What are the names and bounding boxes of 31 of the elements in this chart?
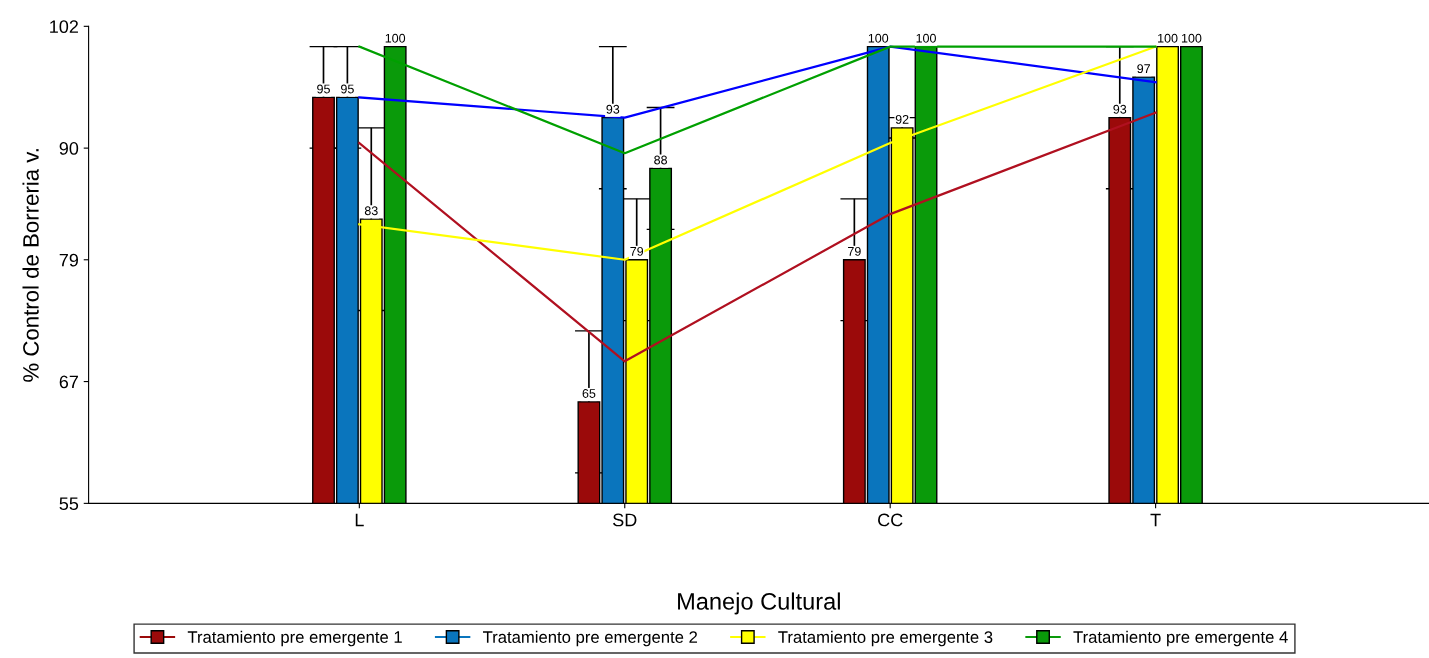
y-axis-title: % Control de Borreria v. [22, 149, 39, 382]
legend-label: Tratamiento pre emergente 1 [187, 630, 402, 647]
legend-label: Tratamiento pre emergente 2 [483, 630, 698, 647]
x-tick-label: L [355, 513, 364, 527]
y-tick-label: 90 [59, 142, 79, 155]
data-label: 100 [1158, 33, 1178, 43]
data-label: 97 [1137, 64, 1150, 74]
data-label: 88 [654, 155, 667, 165]
data-label: 65 [582, 389, 596, 398]
x-tick-label: CC [878, 513, 903, 527]
data-label: 92 [895, 114, 909, 124]
data-label: 95 [341, 84, 354, 94]
x-tick-label: SD [613, 513, 637, 527]
y-tick-label: 79 [59, 253, 79, 267]
legend-label: Tratamiento pre emergente 4 [1073, 630, 1288, 647]
data-label: 100 [1181, 33, 1202, 43]
y-tick-label: 102 [50, 20, 78, 34]
data-label: 79 [848, 246, 861, 256]
y-tick-label: 55 [59, 497, 79, 511]
data-label: 93 [606, 104, 620, 114]
x-tick-label: T [1150, 513, 1161, 527]
data-label: 100 [916, 33, 936, 43]
data-label: 95 [317, 84, 330, 94]
y-tick-label: 67 [59, 375, 78, 389]
data-label: 100 [385, 33, 406, 43]
data-label: 83 [364, 206, 378, 216]
data-label: 79 [630, 246, 644, 256]
x-axis-title: Manejo Cultural [678, 592, 840, 615]
data-label: 100 [868, 33, 889, 43]
legend-label: Tratamiento pre emergente 3 [778, 630, 993, 647]
data-label: 93 [1113, 104, 1127, 114]
